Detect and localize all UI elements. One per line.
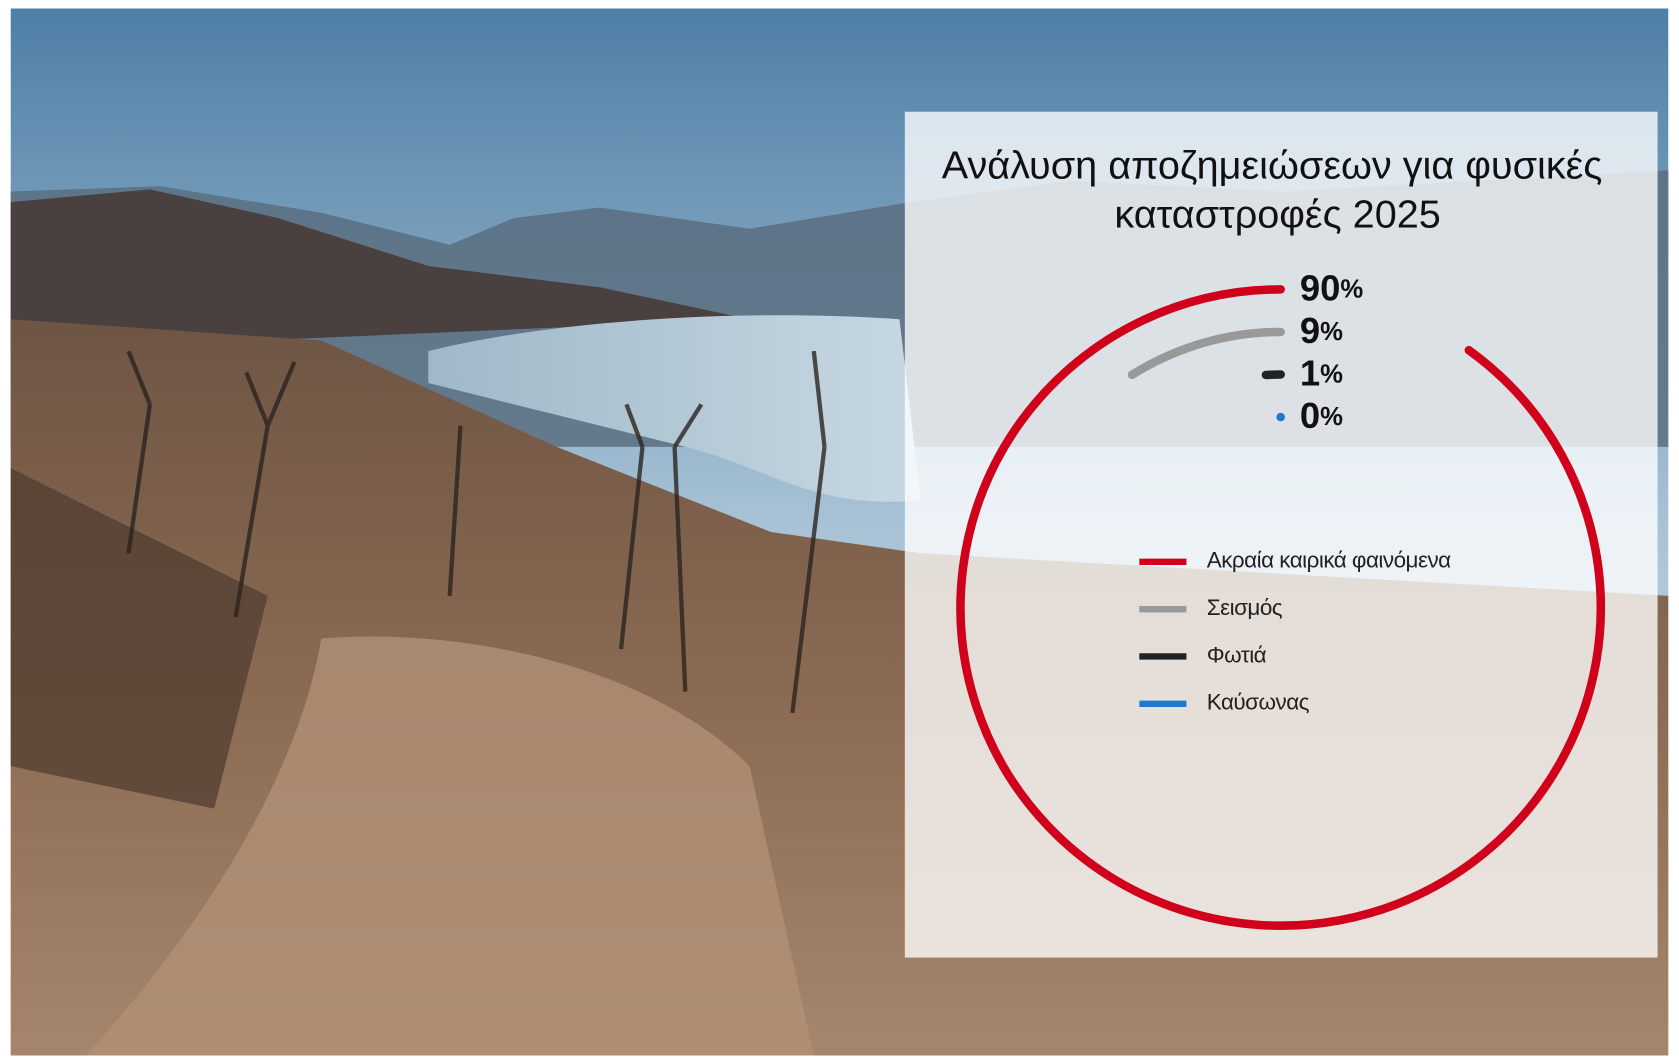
radial-bar: [1127, 327, 1285, 380]
legend-label: Φωτιά: [1207, 642, 1267, 667]
value-label: 1%: [1300, 352, 1343, 393]
legend-label: Καύσωνας: [1207, 690, 1310, 715]
value-label: 0%: [1300, 395, 1343, 436]
value-label: 90%: [1300, 267, 1364, 308]
value-label: 9%: [1300, 310, 1343, 351]
radial-bar: [956, 285, 1606, 930]
chart-title: Ανάλυση αποζημειώσεων για φυσικές καταστ…: [942, 144, 1603, 237]
chart-panel: [904, 111, 1658, 958]
legend-label: Ακραία καιρικά φαινόμενα: [1207, 548, 1451, 573]
legend-label: Σεισμός: [1207, 595, 1283, 620]
